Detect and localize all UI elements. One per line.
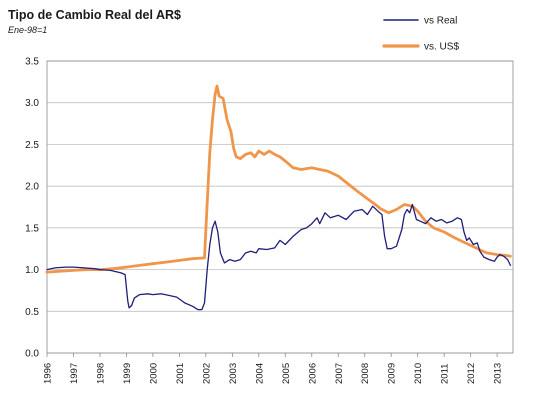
y-tick-label: 1.5 (25, 223, 39, 234)
y-tick-label: 1.0 (25, 265, 39, 276)
x-tick-label: 2009 (387, 363, 398, 384)
x-tick-label: 2013 (493, 363, 504, 384)
series-layer (45, 84, 512, 311)
x-tick-label: 2002 (201, 363, 212, 384)
x-tick-label: 2004 (254, 363, 265, 384)
x-tick-label: 2001 (175, 363, 186, 384)
x-tick-label: 2006 (307, 363, 318, 384)
y-axis: 0.0 0.5 1.0 1.5 2.0 2.5 3.0 3.5 (25, 57, 39, 360)
x-tick-label: 1998 (95, 363, 106, 384)
y-tick-label: 0.0 (25, 349, 39, 360)
grid-layer (47, 60, 513, 354)
x-tick-label: 1999 (122, 363, 133, 384)
series-line-vs-real (46, 203, 512, 311)
x-tick-label: 2000 (148, 363, 159, 384)
legend: vs Real vs. US$ (382, 16, 459, 53)
x-tick-label: 2010 (413, 363, 424, 384)
x-tick-label: 1996 (43, 363, 54, 384)
chart-title: Tipo de Cambio Real del AR$ (8, 8, 181, 22)
y-tick-label: 2.0 (25, 182, 39, 193)
legend-label: vs. US$ (424, 42, 459, 53)
x-tick-label: 2003 (228, 363, 239, 384)
chart-subtitle: Ene-98=1 (8, 25, 48, 35)
y-tick-label: 2.5 (25, 140, 39, 151)
y-tick-label: 3.5 (25, 57, 39, 68)
x-tick-label: 2011 (440, 364, 451, 384)
y-tick-label: 0.5 (25, 307, 39, 318)
plot-frame (46, 60, 514, 354)
x-axis: 1996 1997 1998 1999 2000 2001 2002 2003 2004 2005… (43, 353, 504, 384)
x-tick-label: 2008 (360, 363, 371, 384)
x-tick-label: 1997 (69, 363, 80, 384)
legend-label: vs Real (424, 16, 457, 27)
x-tick-label: 2007 (334, 363, 345, 384)
x-tick-label: 2012 (466, 363, 477, 384)
y-tick-label: 3.0 (25, 98, 39, 109)
series-line-vs-usd (45, 84, 512, 274)
x-tick-label: 2005 (281, 363, 292, 384)
